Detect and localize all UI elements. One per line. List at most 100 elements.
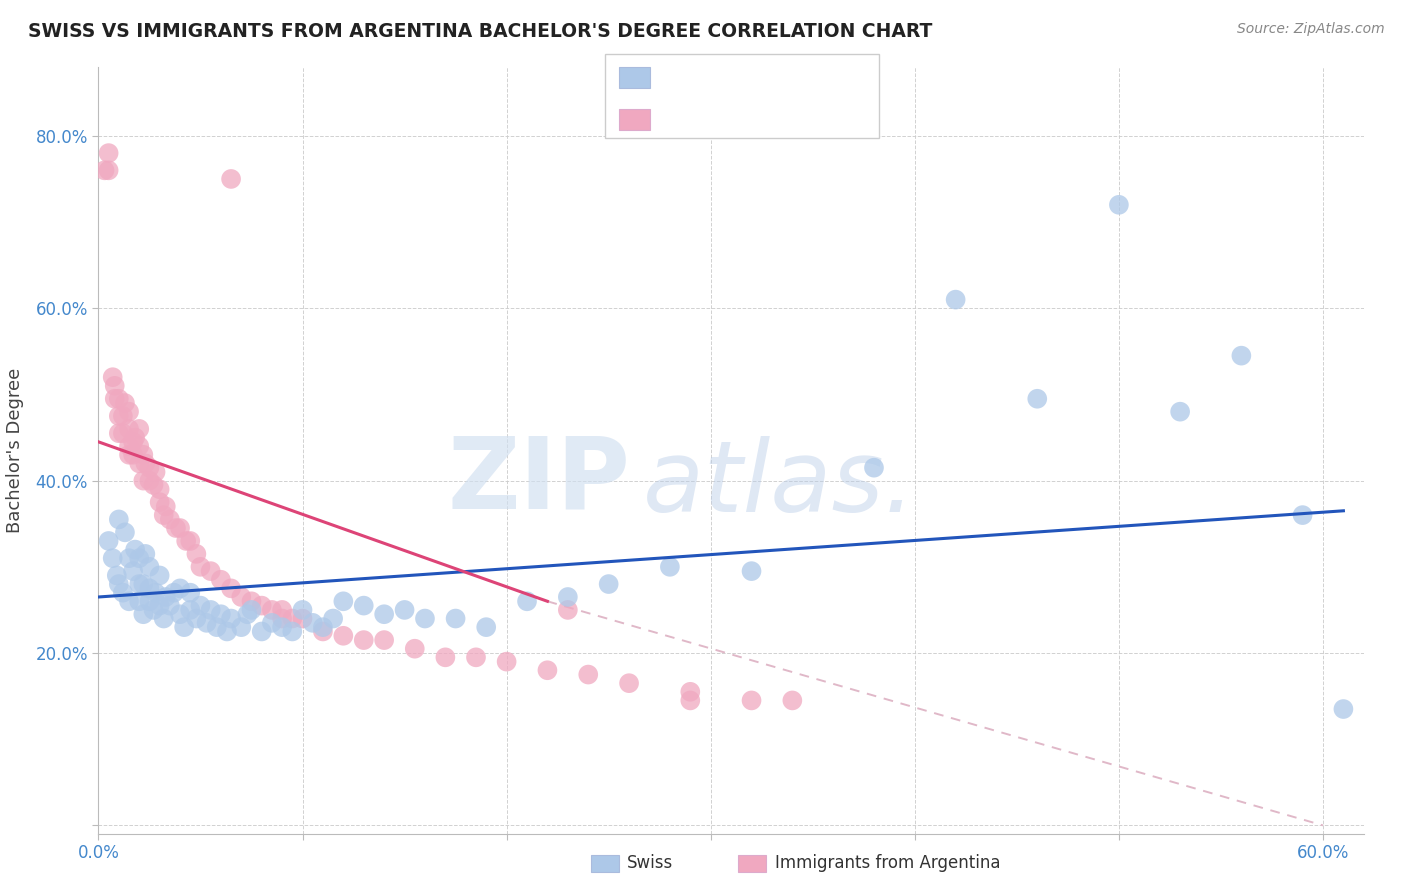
Point	[142, 603, 165, 617]
Point	[179, 603, 201, 617]
Point	[271, 611, 294, 625]
Point	[155, 500, 177, 514]
Text: ZIP: ZIP	[447, 433, 630, 530]
Point	[149, 568, 172, 582]
Point	[128, 594, 150, 608]
Point	[132, 607, 155, 622]
Point	[142, 478, 165, 492]
Point	[291, 611, 314, 625]
Point	[332, 629, 354, 643]
Text: R =: R =	[661, 111, 697, 128]
Point	[108, 512, 131, 526]
Point	[658, 559, 681, 574]
Point	[97, 533, 120, 548]
Point	[118, 448, 141, 462]
Point	[394, 603, 416, 617]
Point	[291, 603, 314, 617]
Text: N =: N =	[770, 69, 807, 87]
Point	[138, 474, 160, 488]
Point	[190, 599, 212, 613]
Point	[152, 611, 174, 625]
Point	[93, 163, 115, 178]
Point	[205, 620, 228, 634]
Point	[128, 456, 150, 470]
Point	[557, 590, 579, 604]
Point	[124, 542, 146, 557]
Point	[434, 650, 457, 665]
Point	[219, 611, 242, 625]
Point	[128, 422, 150, 436]
Point	[118, 551, 141, 566]
Point	[186, 547, 208, 561]
Point	[138, 582, 160, 596]
Point	[200, 603, 222, 617]
Point	[1168, 405, 1191, 419]
Point	[1291, 508, 1313, 522]
Point	[679, 693, 702, 707]
Point	[782, 693, 804, 707]
Point	[250, 624, 273, 639]
Point	[231, 620, 253, 634]
Point	[200, 564, 222, 578]
Point	[165, 521, 187, 535]
Point	[373, 607, 395, 622]
Point	[465, 650, 488, 665]
Point	[108, 577, 131, 591]
Point	[179, 585, 201, 599]
Point	[149, 599, 172, 613]
Point	[413, 611, 436, 625]
Point	[159, 599, 181, 613]
Point	[159, 512, 181, 526]
Text: 72: 72	[815, 69, 839, 87]
Point	[111, 409, 134, 423]
Point	[122, 434, 145, 449]
Point	[169, 582, 191, 596]
Point	[516, 594, 538, 608]
Point	[353, 633, 375, 648]
Text: 68: 68	[815, 111, 838, 128]
Point	[169, 521, 191, 535]
Point	[145, 585, 167, 599]
Text: Swiss: Swiss	[627, 855, 673, 872]
Text: 0.153: 0.153	[703, 69, 761, 87]
Point	[186, 611, 208, 625]
Point	[134, 456, 156, 470]
Point	[332, 594, 354, 608]
Text: SWISS VS IMMIGRANTS FROM ARGENTINA BACHELOR'S DEGREE CORRELATION CHART: SWISS VS IMMIGRANTS FROM ARGENTINA BACHE…	[28, 22, 932, 41]
Point	[236, 607, 259, 622]
Point	[104, 379, 127, 393]
Point	[271, 603, 294, 617]
Point	[105, 568, 128, 582]
Point	[209, 573, 232, 587]
Point	[163, 585, 186, 599]
Point	[215, 624, 238, 639]
Point	[271, 620, 294, 634]
Point	[231, 590, 253, 604]
Point	[114, 396, 136, 410]
Point	[475, 620, 498, 634]
Point	[128, 439, 150, 453]
Point	[322, 611, 344, 625]
Point	[155, 590, 177, 604]
Point	[240, 603, 263, 617]
Point	[209, 607, 232, 622]
Point	[122, 448, 145, 462]
Point	[152, 508, 174, 522]
Point	[111, 585, 134, 599]
Point	[128, 551, 150, 566]
Point	[173, 620, 195, 634]
Point	[557, 603, 579, 617]
Text: atlas.: atlas.	[643, 436, 915, 533]
Point	[1331, 702, 1354, 716]
Point	[97, 146, 120, 161]
Point	[373, 633, 395, 648]
Point	[260, 603, 283, 617]
Point	[312, 620, 335, 634]
Point	[679, 685, 702, 699]
Point	[260, 615, 283, 630]
Point	[576, 667, 599, 681]
Text: -0.235: -0.235	[703, 111, 762, 128]
Point	[195, 615, 218, 630]
Point	[1230, 349, 1253, 363]
Point	[122, 564, 145, 578]
